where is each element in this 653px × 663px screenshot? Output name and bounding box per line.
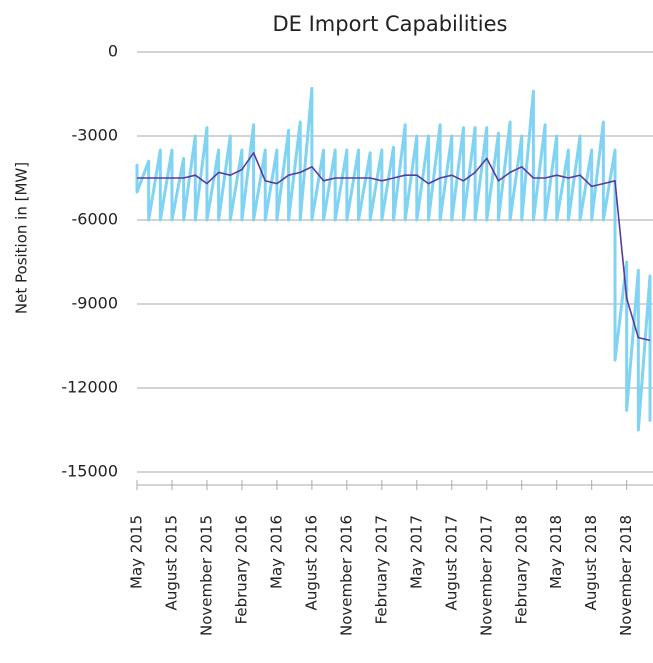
y-tick-label: 0: [108, 42, 118, 61]
x-tick-label: February 2018: [512, 515, 530, 624]
x-tick-label: August 2016: [302, 515, 320, 610]
x-tick-label: August 2017: [442, 515, 460, 610]
x-tick-label: February 2016: [232, 515, 250, 624]
y-tick-label: -12000: [61, 378, 118, 397]
x-tick-label: May 2017: [407, 515, 425, 589]
x-tick-label: February 2017: [372, 515, 390, 624]
x-tick-label: May 2015: [128, 515, 146, 589]
y-tick-label: -3000: [72, 126, 119, 145]
y-axis-label: Net Position in [MW]: [13, 162, 31, 314]
y-tick-label: -6000: [72, 210, 119, 229]
y-tick-label: -15000: [61, 462, 118, 481]
x-tick-label: November 2016: [337, 515, 355, 636]
chart-title: DE Import Capabilities: [273, 12, 508, 36]
x-tick-label: November 2017: [477, 515, 495, 636]
y-tick-label: -9000: [72, 294, 119, 313]
x-tick-label: May 2016: [267, 515, 285, 589]
x-tick-label: November 2015: [197, 515, 215, 636]
x-tick-label: August 2015: [162, 515, 180, 610]
x-tick-label: August 2018: [582, 515, 600, 610]
x-tick-label: November 2018: [617, 515, 635, 636]
series-line: [137, 152, 651, 342]
series-line: [135, 86, 652, 432]
x-tick-label: May 2018: [547, 515, 565, 589]
